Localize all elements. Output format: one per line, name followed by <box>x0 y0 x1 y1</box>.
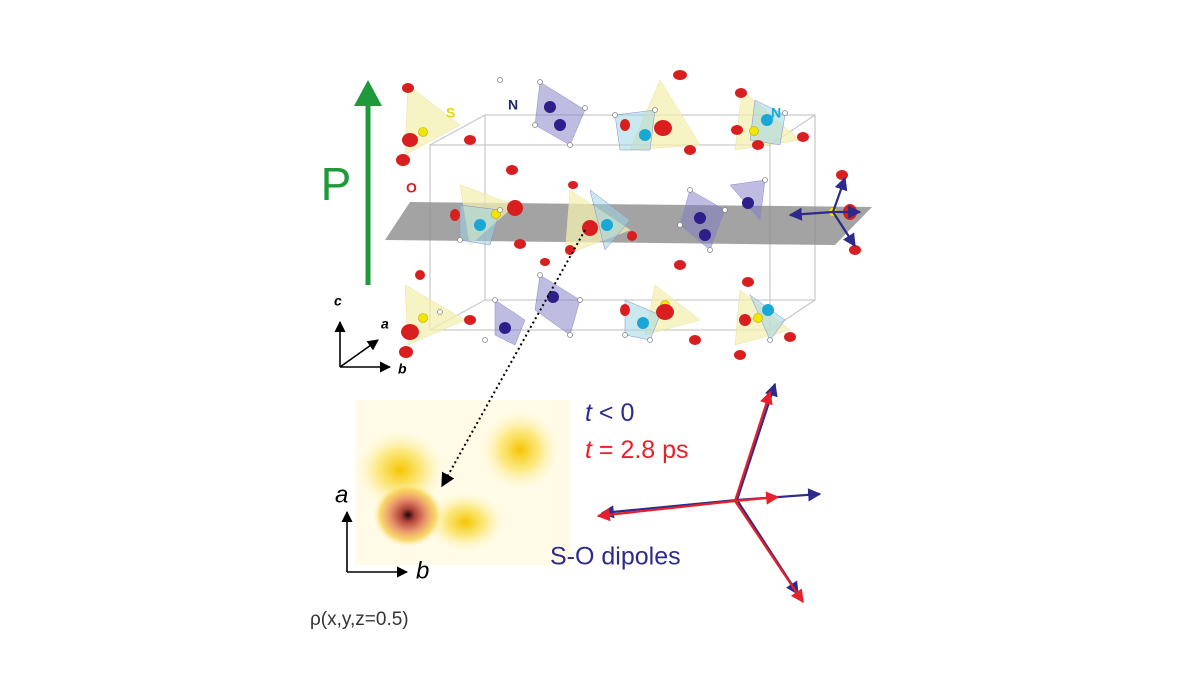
nitrogen-atoms <box>499 101 754 334</box>
cyan-atoms <box>474 114 774 329</box>
dipoles-label: S-O dipoles <box>550 543 681 571</box>
axis-label: a <box>335 481 348 508</box>
legend-text: = 2.8 ps <box>592 436 689 464</box>
legend-text: < 0 <box>592 399 634 427</box>
crystal: P S N N O c a b <box>321 70 872 377</box>
legend: t < 0t = 2.8 ps <box>585 399 689 464</box>
atom-label: O <box>406 180 417 196</box>
axis-label: b <box>416 557 429 584</box>
legend-entry: t = 2.8 ps <box>585 436 689 464</box>
hydrogen-atoms <box>437 77 788 343</box>
cell-edges <box>429 114 816 331</box>
density-peak <box>373 483 443 547</box>
legend-variable: t <box>585 436 593 464</box>
polarization-arrowhead <box>354 80 382 106</box>
atom-label: S <box>446 105 455 121</box>
plane-dipole <box>788 176 862 248</box>
axis-label: c <box>334 293 342 309</box>
density-blob <box>480 410 560 490</box>
axis-label: a <box>381 316 389 332</box>
polarization-label: P <box>321 158 352 210</box>
density-map <box>355 400 570 565</box>
legend-entry: t < 0 <box>585 399 634 427</box>
oxygen-atoms <box>396 70 861 360</box>
atom-label: N <box>508 97 518 113</box>
atom-label: N <box>771 105 781 121</box>
plane <box>385 202 872 245</box>
map-caption: ρ(x,y,z=0.5) <box>310 609 409 630</box>
dipoles <box>596 382 822 604</box>
zoom-arrow <box>441 229 586 488</box>
crystal-axes <box>334 320 392 373</box>
map-axes <box>341 510 409 578</box>
density-blob <box>425 492 505 552</box>
ammonium-groups <box>459 81 786 346</box>
axis-label: b <box>398 361 407 377</box>
legend-variable: t <box>585 399 593 427</box>
